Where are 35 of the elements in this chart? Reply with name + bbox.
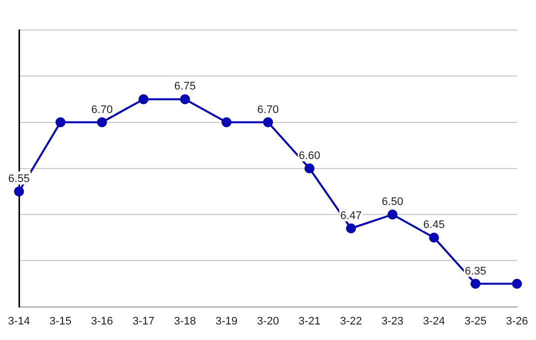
point [180, 94, 190, 104]
data-label: 6.60 [298, 150, 320, 162]
data-label: 6.70 [91, 104, 113, 116]
data-label: 6.50 [382, 196, 404, 208]
x-tick-label: 3-16 [90, 315, 114, 328]
data-label: 6.55 [8, 173, 30, 185]
x-tick-label: 3-19 [215, 315, 238, 328]
x-tick-label: 3-21 [298, 315, 321, 328]
x-tick-label: 3-15 [49, 315, 72, 328]
x-tick-label: 3-18 [174, 315, 196, 328]
data-label: 6.75 [174, 80, 196, 93]
x-tick-label: 3-20 [256, 315, 280, 328]
point [97, 117, 108, 128]
point [222, 117, 232, 128]
x-tick-label: 3-23 [381, 315, 404, 328]
point [304, 163, 314, 174]
point [470, 278, 480, 289]
point [346, 223, 356, 234]
point [512, 278, 522, 289]
x-tick-label: 3-26 [506, 315, 528, 328]
x-tick-label: 3-22 [340, 315, 362, 328]
x-tick-label: 3-24 [422, 315, 446, 328]
x-tick-label: 3-25 [464, 315, 487, 328]
data-label: 6.45 [423, 219, 445, 232]
x-tick-label: 3-17 [132, 315, 155, 328]
x-tick-label: 3-14 [8, 315, 30, 328]
point [56, 117, 66, 128]
point [387, 210, 398, 220]
point [14, 186, 24, 196]
point [428, 232, 439, 243]
point [138, 94, 149, 104]
point [263, 117, 273, 128]
data-label: 6.47 [340, 210, 362, 222]
data-label: 6.70 [257, 104, 279, 116]
data-label: 6.35 [464, 265, 486, 278]
